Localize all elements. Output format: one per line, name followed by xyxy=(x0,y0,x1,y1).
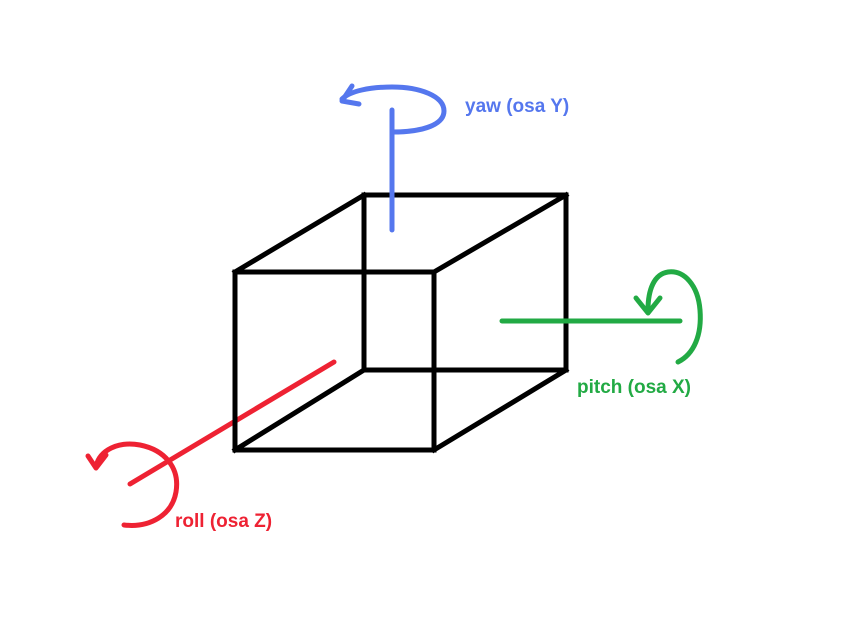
yaw-rotation-arc xyxy=(339,84,447,135)
roll-axis xyxy=(85,359,337,528)
yaw-label: yaw (osa Y) xyxy=(465,96,569,117)
cube-edge-bottom-left xyxy=(231,366,368,454)
pitch-label: pitch (osa X) xyxy=(577,377,691,398)
roll-axis-line xyxy=(127,359,337,487)
pitch-rotation-arc xyxy=(645,269,703,365)
cube-edge-top-right xyxy=(430,191,570,276)
cube-wireframe xyxy=(231,191,570,454)
yaw-axis xyxy=(339,83,447,233)
roll-label: roll (osa Z) xyxy=(175,511,272,532)
yaw-arrowhead-icon xyxy=(339,83,362,107)
cube-edge-bottom-right xyxy=(430,366,570,454)
cube-edge-top-left xyxy=(231,191,368,276)
pitch-axis xyxy=(499,269,703,365)
pitch-arrowhead-icon xyxy=(633,295,663,316)
roll-arrowhead-icon xyxy=(85,452,109,471)
roll-rotation-arc xyxy=(93,441,180,528)
